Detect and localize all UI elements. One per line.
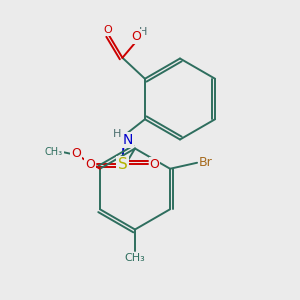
Text: O: O	[103, 25, 112, 35]
Text: CH₃: CH₃	[124, 253, 146, 263]
Text: H: H	[113, 129, 122, 139]
Text: S: S	[118, 157, 127, 172]
Text: H: H	[139, 27, 148, 37]
Text: Br: Br	[199, 156, 213, 169]
Text: O: O	[71, 147, 81, 160]
Text: O: O	[85, 158, 95, 171]
Text: N: N	[122, 133, 133, 147]
Text: O: O	[132, 30, 142, 43]
Text: CH₃: CH₃	[45, 147, 63, 157]
Text: O: O	[150, 158, 160, 171]
